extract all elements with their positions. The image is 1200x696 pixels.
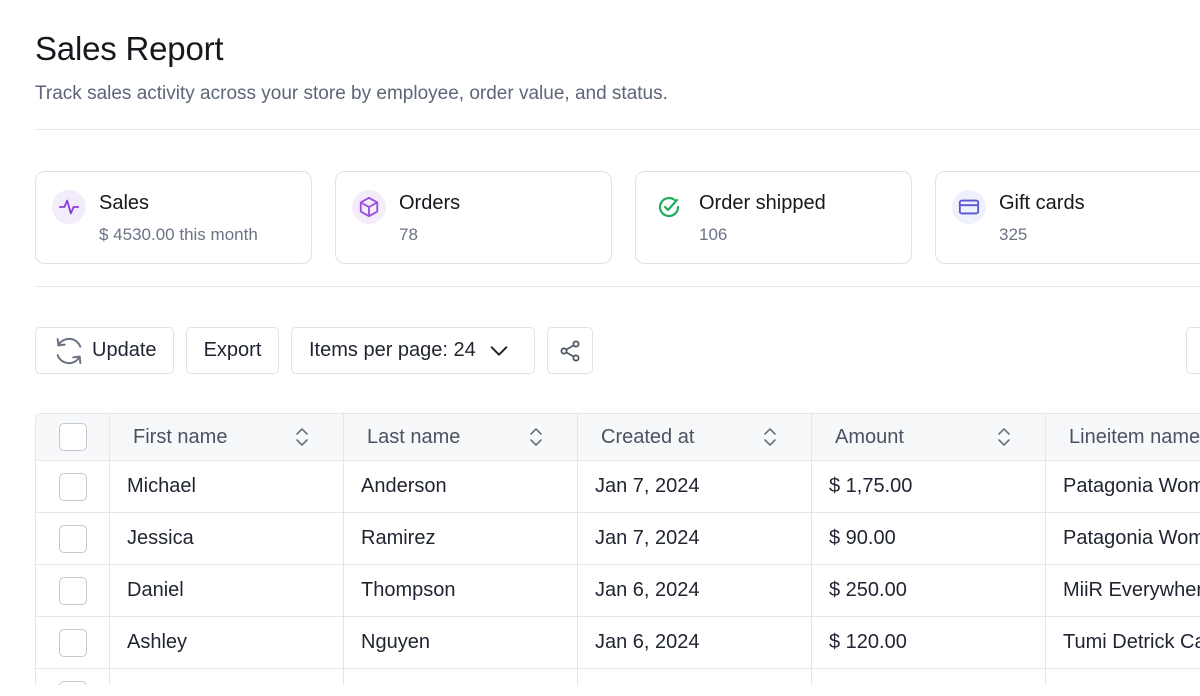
stat-title: Gift cards [999,192,1085,214]
share-button[interactable] [547,327,593,374]
lineitem-name-cell: Patagonia Women's [1046,461,1200,512]
page-subtitle: Track sales activity across your store b… [35,83,668,104]
toolbar-right-edge [1186,327,1200,374]
first-name-cell: Jessica [110,513,344,564]
first-name-cell: Ashley [110,617,344,668]
stat-value: 325 [999,225,1028,244]
created-at-cell: Jan 6, 2024 [578,617,812,668]
chevron-down-icon [488,340,510,362]
stat-card-sales: Sales $ 4530.00 this month [35,171,312,264]
update-label: Update [92,339,157,361]
row-checkbox[interactable] [58,472,87,501]
table-header-row: First name Last name Created at Amount L… [36,414,1200,461]
stat-title: Order shipped [699,192,826,214]
last-name-cell [344,669,578,685]
row-select-cell [36,669,110,685]
column-label: Lineitem name [1069,425,1200,448]
refresh-icon [52,334,86,368]
last-name-cell: Anderson [344,461,578,512]
amount-cell: $ 120.00 [812,617,1046,668]
table-row[interactable]: Daniel Thompson Jan 6, 2024 $ 250.00 Mii… [36,565,1200,617]
sales-table: First name Last name Created at Amount L… [35,413,1200,685]
first-name-cell: Michael [110,461,344,512]
last-name-cell: Thompson [344,565,578,616]
lineitem-name-cell [1046,669,1200,685]
row-checkbox[interactable] [58,576,87,605]
row-select-cell [36,461,110,512]
sort-icon[interactable] [293,426,311,448]
amount-cell: $ 250.00 [812,565,1046,616]
check-circle-icon [652,190,686,224]
column-header-created-at[interactable]: Created at [578,414,812,460]
amount-cell [812,669,1046,685]
column-label: First name [133,425,228,448]
stat-value: 78 [399,225,418,244]
page-title: Sales Report [35,30,224,67]
items-per-page-label: Items per page: 24 [309,339,476,361]
row-select-cell [36,617,110,668]
column-header-amount[interactable]: Amount [812,414,1046,460]
lineitem-name-cell: Tumi Detrick Carry [1046,617,1200,668]
items-per-page-select[interactable]: Items per page: 24 [291,327,535,374]
export-label: Export [203,339,262,361]
first-name-cell: Daniel [110,565,344,616]
column-header-last-name[interactable]: Last name [344,414,578,460]
stat-title: Sales [99,192,150,214]
last-name-cell: Nguyen [344,617,578,668]
sort-icon[interactable] [527,426,545,448]
table-row-partial[interactable] [36,669,1200,685]
box-icon [352,190,386,224]
table-row[interactable]: Michael Anderson Jan 7, 2024 $ 1,75.00 P… [36,461,1200,513]
activity-icon [52,190,86,224]
stat-card-order-shipped: Order shipped 106 [635,171,912,264]
sort-icon[interactable] [761,426,779,448]
export-button[interactable]: Export [186,327,279,374]
created-at-cell: Jan 7, 2024 [578,461,812,512]
stat-value: $ 4530.00 this month [99,225,258,244]
amount-cell: $ 1,75.00 [812,461,1046,512]
row-checkbox[interactable] [58,524,87,553]
row-select-cell [36,513,110,564]
created-at-cell: Jan 7, 2024 [578,513,812,564]
share-icon [558,339,582,363]
table-row[interactable]: Jessica Ramirez Jan 7, 2024 $ 90.00 Pata… [36,513,1200,565]
column-header-lineitem-name[interactable]: Lineitem name [1046,414,1200,460]
sort-icon[interactable] [995,426,1013,448]
lineitem-name-cell: Patagonia Women's [1046,513,1200,564]
column-label: Created at [601,425,695,448]
row-checkbox[interactable] [58,681,87,685]
stat-value: 106 [699,225,728,244]
last-name-cell: Ramirez [344,513,578,564]
table-row[interactable]: Ashley Nguyen Jan 6, 2024 $ 120.00 Tumi … [36,617,1200,669]
credit-card-icon [952,190,986,224]
column-label: Amount [835,425,904,448]
row-checkbox[interactable] [58,628,87,657]
column-header-first-name[interactable]: First name [110,414,344,460]
select-all-checkbox[interactable] [58,423,87,451]
stats-divider [35,286,1200,287]
column-label: Last name [367,425,461,448]
stat-title: Orders [399,192,461,214]
created-at-cell [578,669,812,685]
amount-cell: $ 90.00 [812,513,1046,564]
first-name-cell [110,669,344,685]
row-select-cell [36,565,110,616]
lineitem-name-cell: MiiR Everywhere [1046,565,1200,616]
update-button[interactable]: Update [35,327,174,374]
stat-card-gift-cards: Gift cards 325 [935,171,1200,264]
stat-card-orders: Orders 78 [335,171,612,264]
created-at-cell: Jan 6, 2024 [578,565,812,616]
header-divider [35,129,1200,130]
select-all-cell [36,414,110,460]
